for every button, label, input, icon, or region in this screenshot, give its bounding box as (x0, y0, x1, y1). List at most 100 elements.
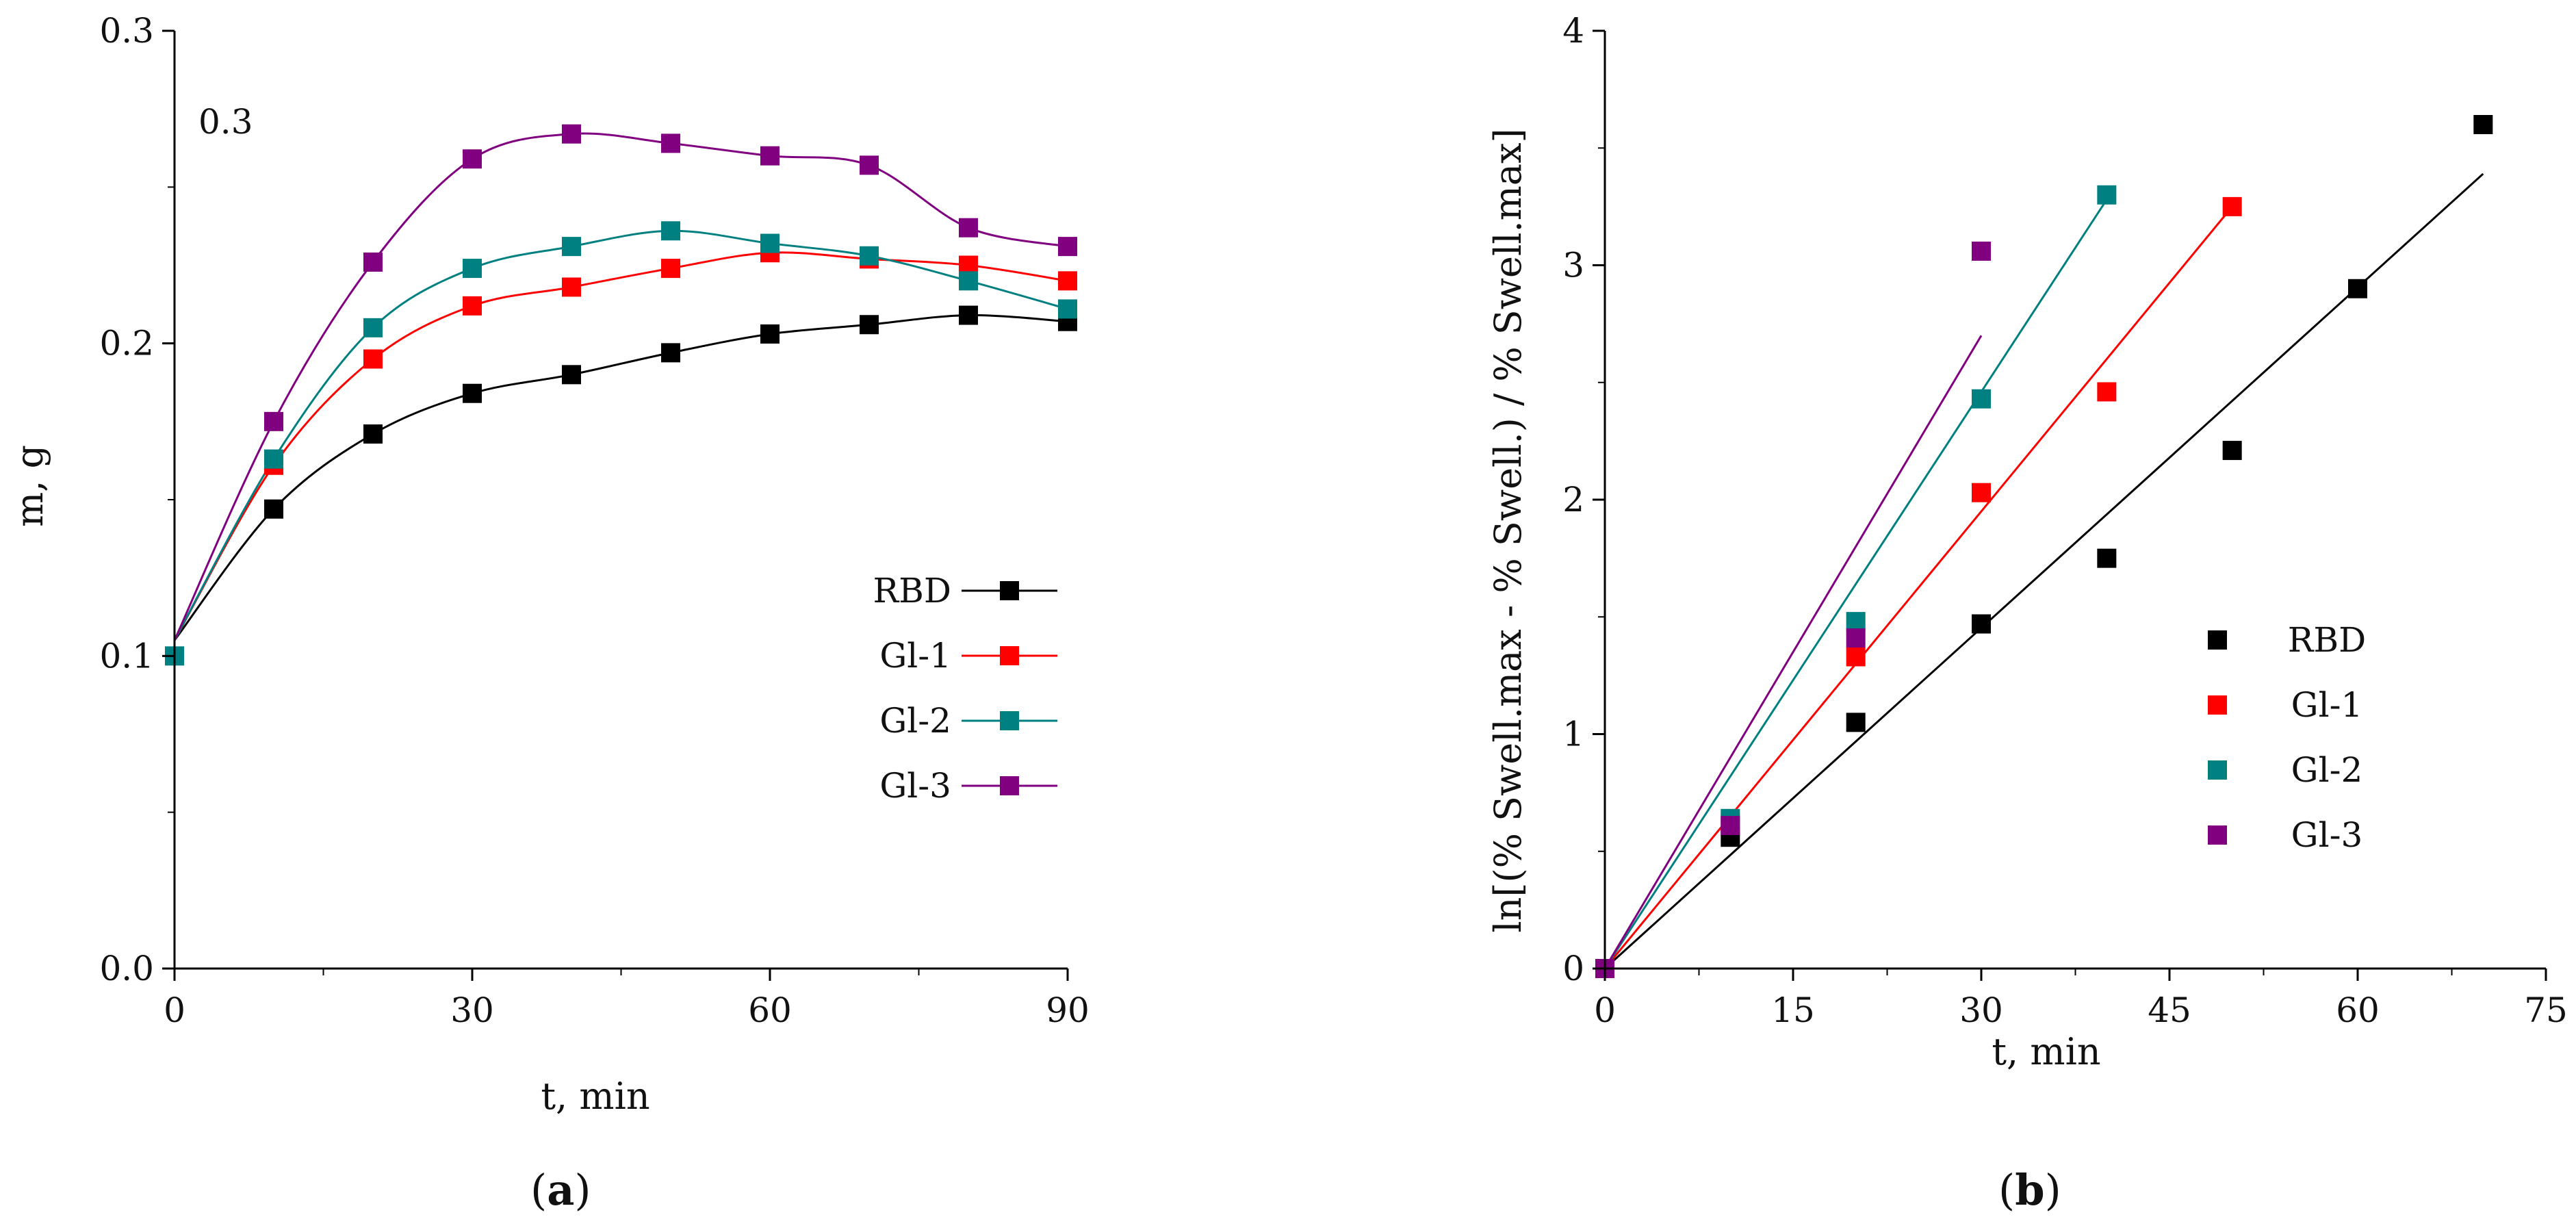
panel-a-y-axis-title: m, g (8, 445, 51, 527)
panel-a-x-tick-label-2: 60 (748, 990, 792, 1030)
panel-b-label: (b) (1998, 1165, 2061, 1215)
panel-b-y-tick-label-3: 3 (1562, 246, 1584, 285)
panel-b-legend-label-gl-1: Gl-1 (2291, 685, 2363, 725)
panel-b-y-tick-label-4: 4 (1562, 11, 1584, 51)
panel-a-curve-rbd (173, 314, 1068, 641)
panel-b-y-tick-label-0: 0 (1562, 949, 1584, 988)
panel-a-point-gl-2-90 (1058, 299, 1077, 319)
panel-a-x-tick-label-0: 0 (164, 990, 185, 1030)
panel-b-point-rbd-40 (2097, 548, 2117, 568)
panel-b-ticks: 0 15 30 45 60 75 0 1 2 3 4 (1562, 11, 2568, 1030)
panel-a-point-rbd-80 (959, 305, 978, 325)
panel-b-fit-lines (1603, 172, 2484, 970)
panel-a-point-gl-2-10 (264, 449, 283, 469)
panel-b-point-rbd-50 (2222, 441, 2242, 461)
panel-b-y-tick-label-1: 1 (1562, 715, 1584, 754)
panel-b-x-tick-label-4: 60 (2336, 990, 2380, 1030)
panel-a-y-tick-label-0: 0.0 (99, 949, 154, 988)
panel-a-legend-marker-rbd (1000, 581, 1019, 600)
panel-a-point-gl-2-80 (959, 271, 978, 291)
panel-a-point-gl-1-90 (1058, 271, 1077, 291)
panel-b-point-gl-1-50 (2222, 196, 2242, 216)
panel-a-legend-marker-gl-3 (1000, 776, 1019, 795)
panel-a-point-gl-3-50 (661, 133, 680, 153)
panel-a-y-tick-label-1: 0.1 (99, 636, 154, 676)
panel-a-point-rbd-20 (363, 424, 383, 444)
panel-a-point-gl-3-30 (463, 149, 482, 169)
panel-a-x-axis-title: t, min (541, 1075, 649, 1118)
panel-b-point-gl-3-30 (1972, 241, 1991, 261)
panel-b-point-gl-1-30 (1972, 483, 1991, 502)
panel-a-point-gl-3-10 (264, 411, 283, 431)
panel-a-curves (173, 132, 1068, 641)
panel-a-legend-label-gl-3: Gl-3 (879, 766, 951, 806)
panel-b-point-gl-3-10 (1721, 816, 1740, 836)
panel-a-point-gl-3-80 (959, 218, 978, 238)
panel-b-point-rbd-30 (1972, 614, 1991, 634)
panel-b-point-gl-2-30 (1972, 389, 1991, 409)
panel-a-point-rbd-10 (264, 499, 283, 519)
panel-a-label-open: ( (530, 1165, 547, 1215)
panel-a-point-rbd-30 (463, 383, 482, 403)
panel-a-curve-gl-1 (173, 251, 1068, 641)
panel-a-point-rbd-40 (562, 365, 581, 385)
panel-b-legend-marker-gl-2 (2208, 760, 2227, 780)
panel-b-x-tick-label-3: 45 (2148, 990, 2191, 1030)
panel-b-axes (1603, 31, 2546, 970)
panel-b-point-rbd-60 (2348, 279, 2367, 298)
panel-a-point-rbd-70 (860, 315, 879, 335)
panel-a-point-gl-3-70 (860, 155, 879, 175)
panel-b-x-tick-label-2: 30 (1959, 990, 2003, 1030)
panel-b-x-axis-title: t, min (1992, 1030, 2100, 1073)
panel-a-legend-label-gl-1: Gl-1 (879, 636, 951, 676)
panel-a-point-gl-2-40 (562, 237, 581, 257)
panel-b-point-gl-2-20 (1846, 612, 1866, 632)
panel-b-point-rbd-70 (2473, 115, 2493, 134)
panel-b-legend-label-rbd: RBD (2288, 620, 2366, 660)
panel-a-label-close: ) (574, 1165, 591, 1215)
panel-a-legend-marker-gl-1 (1000, 646, 1019, 665)
panel-b-legend: RBD Gl-1 Gl-2 Gl-3 (2208, 620, 2366, 855)
panel-b-x-tick-label-5: 75 (2524, 990, 2568, 1030)
panel-b-point-rbd-20 (1846, 713, 1866, 732)
panel-a-legend-label-rbd: RBD (873, 571, 951, 611)
panel-a-point-gl-3-90 (1058, 237, 1077, 257)
panel-b-point-gl-1-20 (1846, 647, 1866, 667)
panel-b-legend-marker-rbd (2208, 630, 2227, 650)
panel-b-label-open: ( (1998, 1165, 2015, 1215)
panel-b-legend-label-gl-3: Gl-3 (2291, 815, 2363, 855)
panel-b-chart: 0 15 30 45 60 75 0 1 2 3 4 t, min ln[(% Swell.max … (1486, 11, 2568, 1215)
panel-a-chart: 0 30 60 90 0.0 0.1 0.2 0.3 0.3 t, min m, g RBD G… (8, 11, 1090, 1215)
panel-a-x-tick-label-3: 90 (1046, 990, 1090, 1030)
panel-b-label-letter: b (2015, 1165, 2044, 1215)
panel-a-axes (173, 31, 1068, 970)
panel-a-point-gl-1-20 (363, 349, 383, 369)
panel-a-label-letter: a (547, 1165, 574, 1215)
panel-b-legend-label-gl-2: Gl-2 (2291, 750, 2363, 790)
panel-a-y-tick-label-2: 0.2 (99, 324, 154, 363)
panel-b-point-gl-3-20 (1846, 628, 1866, 648)
panel-b-fit-line-gl-2 (1603, 198, 2108, 969)
panel-b-legend-marker-gl-1 (2208, 695, 2227, 715)
panel-a-point-gl-3-60 (760, 146, 780, 166)
panel-a-y-tick-label-3: 0.3 (99, 11, 154, 51)
panel-a-point-gl-1-30 (463, 296, 482, 316)
panel-a-point-rbd-60 (760, 324, 780, 344)
panel-a-annotation: 0.3 (198, 102, 253, 142)
panel-a-ticks: 0 30 60 90 0.0 0.1 0.2 0.3 (99, 11, 1089, 1030)
panel-b-point-gl-2-40 (2097, 185, 2117, 205)
panel-a-point-gl-2-20 (363, 318, 383, 337)
panel-a-point-gl-3-40 (562, 124, 581, 144)
panel-a-legend-label-gl-2: Gl-2 (879, 701, 951, 741)
panel-a-label: (a) (530, 1165, 591, 1215)
panel-a-point-gl-2-60 (760, 233, 780, 253)
panel-a-markers (165, 124, 1077, 666)
panel-b-y-axis-title: ln[(% Swell.max - % Swell.) / % Swell.ma… (1486, 128, 1530, 932)
panel-b-y-tick-label-2: 2 (1562, 480, 1584, 520)
panel-b-label-close: ) (2045, 1165, 2061, 1215)
panel-a-point-gl-2-70 (860, 246, 879, 266)
panel-a-point-gl-3-20 (363, 252, 383, 272)
panel-b-x-tick-label-1: 15 (1771, 990, 1815, 1030)
panel-a-curve-gl-2 (173, 229, 1068, 641)
